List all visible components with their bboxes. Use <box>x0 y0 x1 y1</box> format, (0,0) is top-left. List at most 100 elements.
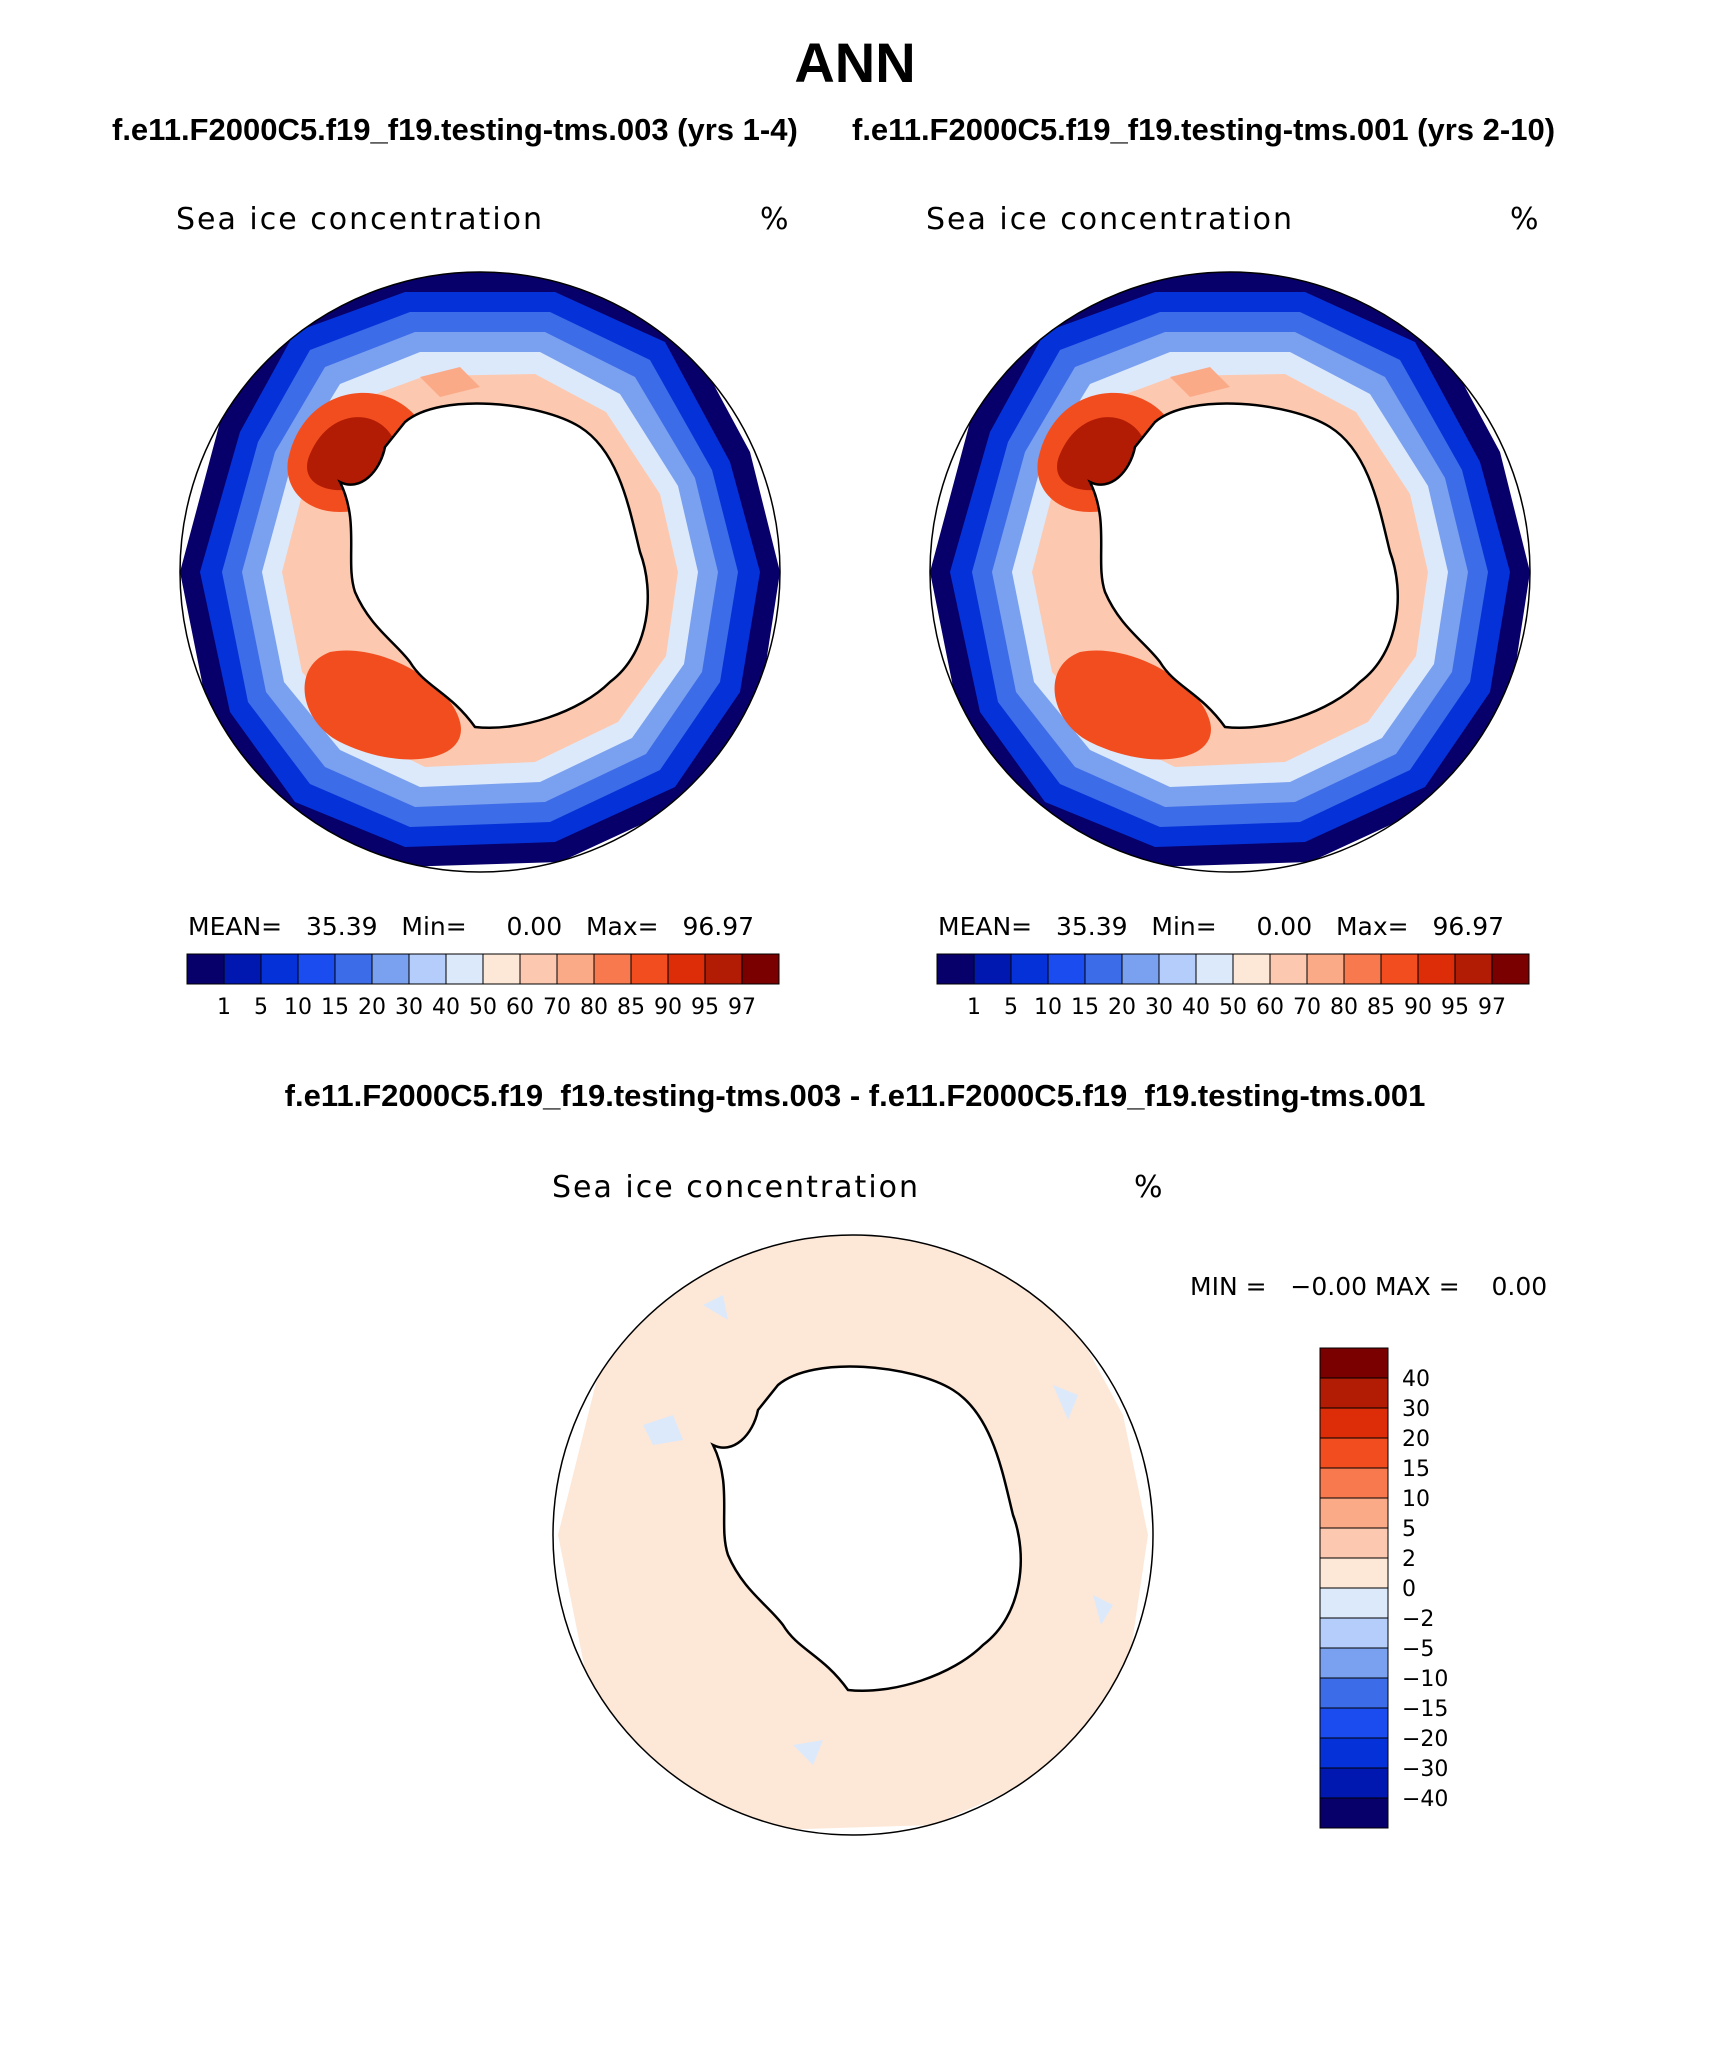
difference-colorbar-tick-label: 2 <box>1402 1547 1416 1572</box>
difference-colorbar-tick-label: −20 <box>1402 1727 1448 1752</box>
difference-colorbar-swatch <box>1319 1497 1389 1529</box>
panel1-colorbar-swatch <box>556 953 595 985</box>
panel1-colorbar-tick-label: 20 <box>358 995 386 1020</box>
figure-title: ANN <box>794 31 916 94</box>
panel2-colorbar-tick-label: 15 <box>1071 995 1099 1020</box>
panel2-colorbar-tick-label: 70 <box>1293 995 1321 1020</box>
difference-colorbar-swatch <box>1319 1437 1389 1469</box>
difference-colorbar-swatch <box>1319 1377 1389 1409</box>
panel2-colorbar-tick-label: 60 <box>1256 995 1284 1020</box>
panel1-colorbar-swatch <box>297 953 336 985</box>
panel1-colorbar-tick-label: 1 <box>217 995 231 1020</box>
panel2-colorbar-swatch <box>1195 953 1234 985</box>
difference-title: f.e11.F2000C5.f19_f19.testing-tms.003 - … <box>284 1078 1426 1113</box>
panel1-colorbar-tick-label: 85 <box>617 995 645 1020</box>
difference-colorbar-swatch <box>1319 1407 1389 1439</box>
panel1-colorbar-tick-label: 97 <box>728 995 756 1020</box>
panel2-colorbar-tick-label: 97 <box>1478 995 1506 1020</box>
panel1-colorbar-swatch <box>334 953 373 985</box>
panel2-colorbar-tick-label: 5 <box>1004 995 1018 1020</box>
difference-colorbar-swatch <box>1319 1557 1389 1589</box>
panel2-colorbar-tick-label: 1 <box>967 995 981 1020</box>
difference-colorbar-tick-label: −10 <box>1402 1667 1448 1692</box>
panel1-colorbar-tick-label: 5 <box>254 995 268 1020</box>
panel1-colorbar-swatch <box>482 953 521 985</box>
panel1-colorbar-swatch <box>260 953 299 985</box>
difference-colorbar-tick-label: 15 <box>1402 1457 1430 1482</box>
difference-stats: MIN = −0.00 MAX = 0.00 <box>1190 1272 1548 1301</box>
difference-units-label: % <box>1134 1170 1165 1205</box>
panel2-units-label: % <box>1510 202 1541 237</box>
panel1-colorbar-tick-label: 70 <box>543 995 571 1020</box>
difference-colorbar-tick-label: −2 <box>1402 1607 1434 1632</box>
difference-colorbar-swatch <box>1319 1737 1389 1769</box>
panel1-colorbar-swatch <box>519 953 558 985</box>
panel1-colorbar-swatch <box>408 953 447 985</box>
difference-colorbar-swatch <box>1319 1527 1389 1559</box>
panel1-variable-label: Sea ice concentration <box>176 202 545 237</box>
panel1-colorbar-swatch <box>667 953 706 985</box>
panel2-colorbar-tick-label: 90 <box>1404 995 1432 1020</box>
subtitle-right: f.e11.F2000C5.f19_f19.testing-tms.001 (y… <box>852 112 1556 147</box>
panel2-variable-label: Sea ice concentration <box>926 202 1295 237</box>
difference-map <box>552 1234 1154 1836</box>
panel2-colorbar-swatch <box>1158 953 1197 985</box>
panel1-colorbar-tick-label: 30 <box>395 995 423 1020</box>
panel2-colorbar-swatch <box>1269 953 1308 985</box>
panel1-colorbar-tick-label: 50 <box>469 995 497 1020</box>
panel2-colorbar-tick-label: 40 <box>1182 995 1210 1020</box>
panel2-colorbar-swatch <box>1380 953 1419 985</box>
panel1-colorbar-swatch <box>371 953 410 985</box>
panel1-colorbar-swatch <box>741 953 780 985</box>
panel2-colorbar-tick-label: 85 <box>1367 995 1395 1020</box>
panel1-colorbar-tick-label: 40 <box>432 995 460 1020</box>
panel2-stats: MEAN= 35.39 Min= 0.00 Max= 96.97 <box>938 912 1505 941</box>
panel1-colorbar-tick-label: 95 <box>691 995 719 1020</box>
panel1-colorbar-tick-label: 15 <box>321 995 349 1020</box>
difference-colorbar-swatch <box>1319 1767 1389 1799</box>
difference-colorbar-tick-label: 20 <box>1402 1427 1430 1452</box>
panel2-colorbar-swatch <box>1010 953 1049 985</box>
panel2-colorbar-tick-label: 95 <box>1441 995 1469 1020</box>
panel1-colorbar-swatch <box>630 953 669 985</box>
panel1-colorbar-tick-label: 80 <box>580 995 608 1020</box>
difference-colorbar-swatch <box>1319 1587 1389 1619</box>
panel2-colorbar-swatch <box>1232 953 1271 985</box>
panel2-colorbar-swatch <box>1454 953 1493 985</box>
difference-colorbar-tick-label: −5 <box>1402 1637 1434 1662</box>
difference-colorbar-swatch <box>1319 1467 1389 1499</box>
difference-colorbar-tick-label: 30 <box>1402 1397 1430 1422</box>
difference-colorbar-tick-label: 0 <box>1402 1577 1416 1602</box>
subtitle-left: f.e11.F2000C5.f19_f19.testing-tms.003 (y… <box>112 112 798 147</box>
difference-colorbar-tick-label: −40 <box>1402 1787 1448 1812</box>
panel1-colorbar-swatch <box>223 953 262 985</box>
panel1-units-label: % <box>760 202 791 237</box>
panel2-colorbar-swatch <box>1417 953 1456 985</box>
panel2-colorbar-tick-label: 20 <box>1108 995 1136 1020</box>
difference-colorbar-tick-label: −15 <box>1402 1697 1448 1722</box>
panel2-colorbar-tick-label: 30 <box>1145 995 1173 1020</box>
panel2-colorbar-swatch <box>1343 953 1382 985</box>
panel1-stats: MEAN= 35.39 Min= 0.00 Max= 96.97 <box>188 912 755 941</box>
difference-colorbar-tick-label: 5 <box>1402 1517 1416 1542</box>
panel2-colorbar-swatch <box>1491 953 1530 985</box>
panel1-colorbar-swatch <box>445 953 484 985</box>
panel1-colorbar: 1 5 10 15 20 30 40 50 60 70 80 85 90 95 97 <box>186 953 780 1020</box>
difference-colorbar-swatch <box>1319 1647 1389 1679</box>
panel1-colorbar-swatch <box>704 953 743 985</box>
panel1-map <box>179 271 781 873</box>
panel2-colorbar-swatch <box>1306 953 1345 985</box>
difference-colorbar-swatch <box>1319 1617 1389 1649</box>
panel2-colorbar-swatch <box>1121 953 1160 985</box>
panel2-colorbar-tick-label: 10 <box>1034 995 1062 1020</box>
difference-colorbar-tick-label: 10 <box>1402 1487 1430 1512</box>
panel1-colorbar-tick-label: 60 <box>506 995 534 1020</box>
difference-colorbar-swatch <box>1319 1347 1389 1379</box>
panel1-colorbar-tick-label: 90 <box>654 995 682 1020</box>
panel2-colorbar-swatch <box>1047 953 1086 985</box>
difference-colorbar-swatch <box>1319 1707 1389 1739</box>
difference-colorbar-swatch <box>1319 1797 1389 1829</box>
panel2-colorbar-swatch <box>1084 953 1123 985</box>
